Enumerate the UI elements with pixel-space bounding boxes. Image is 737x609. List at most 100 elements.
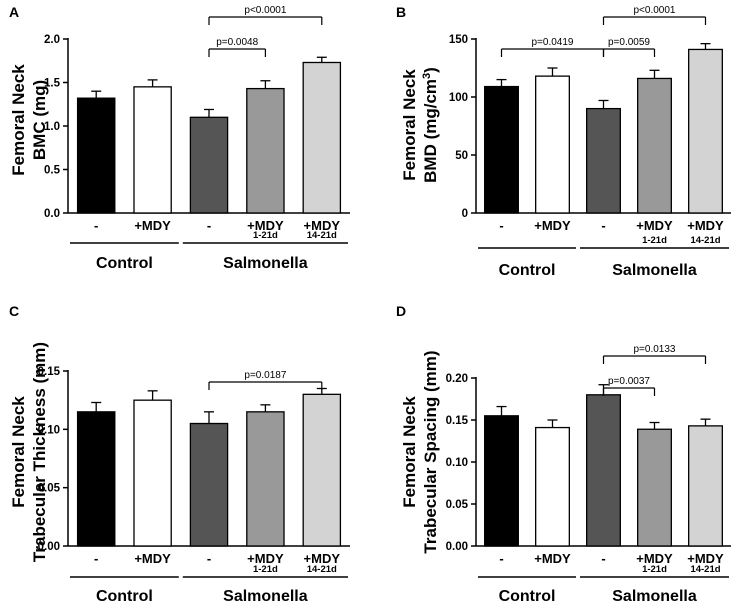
bar — [484, 415, 519, 547]
y-axis-label: Femoral Neck Trabecular Thickness (mm) — [9, 342, 49, 562]
y-axis-label-line1: Femoral Neck — [400, 69, 419, 181]
x-subcategory-label: 1-21d — [253, 230, 278, 241]
x-category-label: +MDY — [534, 551, 571, 566]
y-axis-label: Femoral Neck Trabecular Spacing (mm) — [400, 350, 440, 553]
y-tick-label: 1.0 — [44, 121, 60, 133]
bar — [688, 48, 723, 214]
p-value-label: p=0.0059 — [608, 37, 650, 48]
y-axis-label-line1: Femoral Neck — [9, 396, 28, 508]
y-tick-label: 0 — [462, 208, 468, 220]
y-tick-label: 100 — [449, 92, 468, 104]
x-subcategory-label: 14-21d — [307, 230, 337, 241]
bar — [133, 86, 172, 214]
group-label: Salmonella — [223, 255, 308, 272]
y-tick-label: 0.10 — [38, 424, 60, 436]
y-axis-label-line1: Femoral Neck — [400, 396, 419, 508]
panel-label: C — [9, 303, 19, 319]
y-tick-label: 0.15 — [446, 415, 469, 427]
p-value-label: p=0.0133 — [634, 344, 676, 355]
x-category-label: +MDY — [636, 218, 673, 233]
p-value-label: p<0.0001 — [244, 5, 286, 16]
panel-d: D Femoral Neck Trabecular Spacing (mm) 0.00… — [396, 303, 731, 605]
x-category-label: +MDY — [134, 218, 171, 233]
panel-label: D — [396, 303, 406, 319]
y-axis-label: Femoral Neck BMD (mg/cm3) — [400, 67, 440, 183]
y-axis-label-end: ) — [421, 67, 440, 73]
p-value-label: p<0.0001 — [634, 5, 676, 16]
bar — [189, 116, 229, 214]
bar — [133, 399, 172, 547]
x-category-label: - — [601, 551, 605, 566]
y-tick-label: 0.0 — [44, 208, 60, 220]
group-label: Control — [499, 588, 556, 605]
group-label: Salmonella — [223, 588, 308, 605]
y-tick-label: 2.0 — [44, 34, 60, 46]
bar — [246, 87, 285, 214]
y-axis-label-line2: BMD (mg/cm — [421, 79, 440, 183]
bar — [688, 425, 723, 547]
y-tick-label: 0.05 — [446, 499, 469, 511]
x-category-label: +MDY — [636, 551, 673, 566]
x-category-label: - — [207, 218, 211, 233]
y-axis-label-line1: Femoral Neck — [9, 64, 28, 176]
x-category-label: - — [94, 551, 98, 566]
y-axis-label-superscript: 3 — [421, 73, 433, 79]
x-subcategory-label: 14-21d — [307, 564, 337, 575]
x-category-label: +MDY — [247, 551, 284, 566]
p-value-label: p=0.0419 — [532, 37, 574, 48]
y-tick-label: 0.5 — [44, 165, 61, 177]
bar — [76, 97, 116, 214]
bar — [76, 411, 116, 547]
bar — [637, 428, 672, 547]
panel-label: B — [396, 4, 406, 20]
bar — [535, 426, 570, 547]
y-tick-label: 0.00 — [446, 541, 468, 553]
x-category-label: +MDY — [534, 218, 571, 233]
x-subcategory-label: 1-21d — [642, 235, 667, 246]
group-label: Control — [499, 262, 556, 279]
y-axis-label-line2: Trabecular Spacing (mm) — [421, 350, 440, 553]
bar — [302, 393, 342, 547]
x-subcategory-label: 14-21d — [690, 564, 720, 575]
p-value-label: p=0.0187 — [244, 370, 286, 381]
bar — [302, 61, 342, 214]
x-category-label: +MDY — [687, 551, 724, 566]
x-category-label: +MDY — [304, 551, 341, 566]
x-subcategory-label: 14-21d — [690, 235, 720, 246]
panel-b: B Femoral Neck BMD (mg/cm3) 0 50 100 150 - +MDY -… — [396, 4, 731, 279]
group-label: Control — [96, 255, 153, 272]
group-label: Salmonella — [612, 262, 697, 279]
x-subcategory-label: 1-21d — [642, 564, 667, 575]
p-value-label: p=0.0037 — [608, 376, 650, 387]
x-category-label: +MDY — [687, 218, 724, 233]
x-category-label: - — [94, 218, 98, 233]
y-tick-label: 0.15 — [38, 366, 61, 378]
x-category-label: - — [499, 218, 503, 233]
bar — [586, 394, 621, 547]
panel-c: C Femoral Neck Trabecular Thickness (mm)0.… — [9, 303, 350, 605]
bar — [246, 411, 285, 547]
x-category-label: +MDY — [247, 218, 284, 233]
y-axis-label: Femoral Neck BMC (mg) — [9, 64, 49, 176]
x-category-label: +MDY — [134, 551, 171, 566]
y-tick-label: 0.00 — [38, 541, 60, 553]
x-category-label: +MDY — [304, 218, 341, 233]
p-value-label: p=0.0048 — [216, 37, 258, 48]
bar — [189, 422, 229, 547]
x-subcategory-label: 1-21d — [253, 564, 278, 575]
y-axis-label-line2: Trabecular Thickness (mm) — [30, 342, 49, 562]
bar — [535, 75, 570, 214]
y-tick-label: 50 — [455, 150, 468, 162]
y-tick-label: 0.10 — [446, 457, 468, 469]
x-category-label: - — [499, 551, 503, 566]
x-category-label: - — [601, 218, 605, 233]
bar — [484, 85, 519, 214]
bar — [586, 107, 621, 214]
group-label: Control — [96, 588, 153, 605]
bar — [637, 77, 672, 214]
group-label: Salmonella — [612, 588, 697, 605]
panel-a: A Femoral Neck BMC (mg) 0.0 0.5 1.0 1.5 2.0 - +MD… — [9, 4, 350, 272]
y-axis-label-line2: BMC (mg) — [30, 80, 49, 160]
x-category-label: - — [207, 551, 211, 566]
